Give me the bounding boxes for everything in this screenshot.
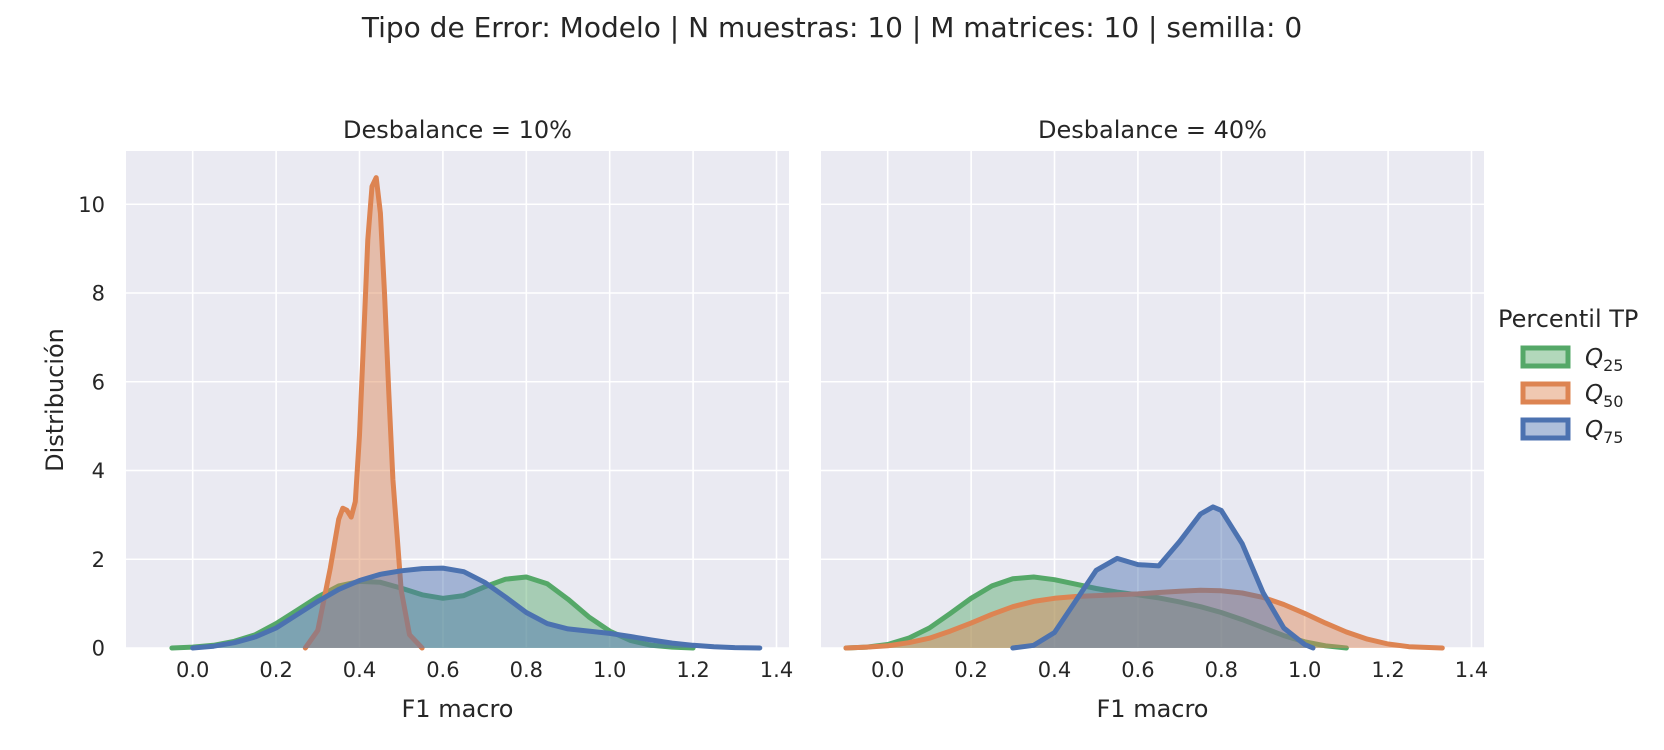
density-area-series-1 xyxy=(305,177,423,648)
x-axis-label: F1 macro xyxy=(401,695,513,723)
y-tick-label: 8 xyxy=(92,282,105,306)
x-tick-label: 0.6 xyxy=(426,658,459,682)
panel-title: Desbalance = 40% xyxy=(1038,116,1267,144)
density-area-series-2 xyxy=(192,568,760,648)
x-tick-label: 1.0 xyxy=(593,658,626,682)
panel-desbalance-40: 0.0 0.2 0.4 0.6 0.8 1.0 1.2 1.4 Desbalance = 40… xyxy=(821,116,1488,723)
x-tick-label: 0.2 xyxy=(259,658,292,682)
density-line-series-2 xyxy=(190,565,763,651)
x-tick-label: 1.0 xyxy=(1288,658,1321,682)
x-tick-label: 0.2 xyxy=(954,658,987,682)
density-area-series-2 xyxy=(1012,506,1313,648)
x-tick-label: 0.4 xyxy=(343,658,376,682)
panel-desbalance-10: 0.0 0.2 0.4 0.6 0.8 1.0 1.2 1.4 0 2 4 6 8 10 Desbala… xyxy=(78,116,793,723)
y-tick-label: 6 xyxy=(92,370,105,394)
density-series xyxy=(169,175,763,651)
legend-entry-label: Q50 xyxy=(1585,381,1623,411)
x-tick-label: 1.2 xyxy=(676,658,709,682)
x-tick-label: 0.0 xyxy=(176,658,209,682)
x-tick-labels: 0.0 0.2 0.4 0.6 0.8 1.0 1.2 1.4 xyxy=(176,658,793,682)
panel-title: Desbalance = 10% xyxy=(343,116,572,144)
y-tick-label: 10 xyxy=(78,193,105,217)
density-line-series-2 xyxy=(1010,504,1316,651)
legend-title: Percentil TP xyxy=(1498,305,1638,333)
y-tick-label: 0 xyxy=(92,637,105,661)
x-tick-label: 0.8 xyxy=(510,658,543,682)
legend-swatch xyxy=(1520,417,1571,441)
legend-entry-label: Q75 xyxy=(1585,417,1623,447)
plot-area xyxy=(126,151,789,648)
figure-suptitle: Tipo de Error: Modelo | N muestras: 10 |… xyxy=(361,11,1302,44)
density-line-series-1 xyxy=(843,587,1445,651)
legend-entry-label: Q25 xyxy=(1585,345,1623,375)
density-area-series-0 xyxy=(171,577,694,648)
x-tick-label: 0.8 xyxy=(1205,658,1238,682)
x-tick-label: 0.6 xyxy=(1121,658,1154,682)
y-axis-label: Distribución xyxy=(41,328,69,472)
x-tick-label: 1.2 xyxy=(1371,658,1404,682)
y-tick-label: 4 xyxy=(92,459,105,483)
density-line-series-0 xyxy=(843,574,1349,651)
legend: Percentil TP Q25 Q50 Q75 xyxy=(1498,305,1638,447)
density-line-series-1 xyxy=(302,175,425,651)
x-tick-labels: 0.0 0.2 0.4 0.6 0.8 1.0 1.2 1.4 xyxy=(871,658,1488,682)
y-tick-label: 2 xyxy=(92,548,105,572)
legend-swatch xyxy=(1520,381,1571,405)
x-tick-label: 0.0 xyxy=(871,658,904,682)
x-tick-label: 1.4 xyxy=(1455,658,1488,682)
gridlines xyxy=(821,151,1484,649)
legend-swatch xyxy=(1520,345,1571,369)
density-area-series-0 xyxy=(846,577,1347,648)
x-tick-label: 0.4 xyxy=(1038,658,1071,682)
x-axis-label: F1 macro xyxy=(1096,695,1208,723)
density-series xyxy=(843,504,1445,651)
x-tick-label: 1.4 xyxy=(760,658,793,682)
y-tick-labels: 0 2 4 6 8 10 xyxy=(78,193,105,661)
